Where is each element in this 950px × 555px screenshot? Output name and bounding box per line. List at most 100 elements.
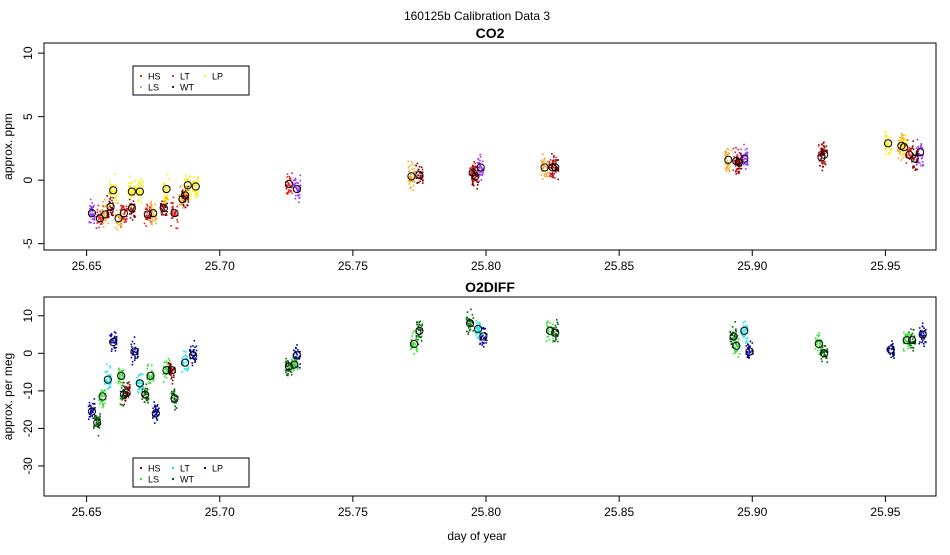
data-point-lp bbox=[129, 195, 132, 197]
data-point-wt bbox=[285, 371, 287, 374]
data-point-lp bbox=[115, 346, 117, 349]
data-point-ls bbox=[898, 143, 901, 145]
data-point-lt bbox=[184, 367, 187, 370]
data-point-hs bbox=[172, 196, 175, 199]
data-point-ls bbox=[117, 216, 120, 219]
data-point-wt bbox=[165, 214, 168, 216]
data-point-lp bbox=[195, 188, 198, 191]
data-point-wt bbox=[124, 387, 126, 389]
data-point-wt bbox=[912, 165, 915, 168]
data-point-ls bbox=[165, 367, 168, 370]
data-point-lt bbox=[106, 380, 109, 383]
data-point-hs bbox=[288, 175, 291, 178]
data-point-ls bbox=[411, 180, 414, 182]
data-point-ls bbox=[121, 382, 124, 384]
data-point-hs bbox=[123, 403, 126, 406]
data-point-wt bbox=[477, 170, 479, 172]
data-point-lt bbox=[742, 321, 745, 324]
data-point-lp bbox=[751, 350, 753, 353]
data-point-hs bbox=[146, 208, 149, 211]
x-tick-label: 25.65 bbox=[72, 505, 102, 519]
data-point-wt bbox=[290, 371, 293, 373]
data-point-lt bbox=[103, 383, 106, 385]
data-point-wt bbox=[469, 319, 472, 322]
data-point-wt bbox=[418, 335, 421, 338]
data-point-lp bbox=[155, 410, 157, 413]
data-point-ls bbox=[410, 348, 412, 350]
data-point-ls bbox=[900, 159, 903, 161]
data-point-wt bbox=[467, 333, 469, 335]
data-point-lt bbox=[89, 198, 92, 201]
data-point-ls bbox=[898, 153, 901, 155]
data-point-lt bbox=[107, 387, 110, 390]
data-point-ls bbox=[816, 339, 819, 341]
data-point-lp bbox=[155, 412, 158, 414]
y-tick-label: -30 bbox=[21, 457, 35, 475]
data-point-hs bbox=[97, 215, 99, 218]
data-point-lp bbox=[921, 322, 924, 324]
data-point-hs bbox=[170, 377, 173, 380]
data-point-lp bbox=[189, 183, 192, 185]
data-point-wt bbox=[820, 150, 822, 152]
data-point-wt bbox=[466, 330, 468, 333]
data-point-wt bbox=[735, 342, 737, 345]
data-point-hs bbox=[822, 142, 825, 145]
data-point-lp bbox=[164, 188, 166, 191]
data-point-wt bbox=[557, 178, 559, 181]
data-point-ls bbox=[120, 218, 122, 221]
data-point-hs bbox=[911, 147, 914, 149]
legend-swatch-hs bbox=[140, 75, 142, 77]
data-point-ls bbox=[548, 330, 550, 333]
data-point-wt bbox=[286, 365, 289, 368]
data-point-wt bbox=[133, 215, 135, 217]
data-point-lp bbox=[889, 144, 892, 147]
data-point-ls bbox=[540, 174, 543, 177]
data-point-lp bbox=[924, 334, 926, 337]
data-point-lp bbox=[114, 339, 117, 342]
data-point-lp bbox=[189, 180, 191, 182]
data-point-lt bbox=[744, 157, 747, 160]
data-point-ls bbox=[730, 149, 733, 152]
data-point-hs bbox=[120, 208, 123, 210]
data-point-wt bbox=[731, 334, 734, 337]
data-point-lp bbox=[184, 192, 187, 195]
data-point-hs bbox=[96, 222, 99, 224]
data-point-ls bbox=[150, 205, 152, 208]
data-point-lt bbox=[294, 197, 297, 200]
data-point-hs bbox=[469, 167, 471, 169]
data-point-ls bbox=[412, 179, 415, 181]
data-point-wt bbox=[734, 321, 736, 323]
data-point-wt bbox=[734, 329, 737, 332]
data-point-wt bbox=[556, 167, 559, 170]
data-point-lt bbox=[740, 163, 743, 165]
data-point-hs bbox=[552, 166, 555, 169]
data-point-hs bbox=[906, 154, 908, 157]
data-point-lt bbox=[89, 213, 92, 215]
data-point-wt bbox=[557, 340, 559, 343]
data-point-ls bbox=[727, 153, 729, 156]
data-point-ls bbox=[101, 209, 103, 211]
data-point-lp bbox=[115, 193, 118, 195]
data-point-lt bbox=[109, 386, 111, 389]
plot-frame bbox=[43, 42, 937, 251]
data-point-ls bbox=[548, 339, 550, 341]
data-point-wt bbox=[738, 170, 740, 173]
data-point-wt bbox=[121, 399, 123, 401]
data-point-lp bbox=[185, 174, 187, 177]
data-point-wt bbox=[471, 314, 474, 316]
data-point-lp bbox=[115, 332, 117, 334]
data-point-lp bbox=[193, 348, 195, 351]
mean-marker-lp bbox=[479, 332, 488, 341]
data-point-lt bbox=[90, 214, 93, 216]
data-point-wt bbox=[119, 397, 122, 400]
mean-marker-lp bbox=[183, 181, 192, 190]
data-point-lt bbox=[918, 153, 921, 155]
data-point-wt bbox=[820, 358, 823, 360]
data-point-wt bbox=[912, 349, 915, 352]
data-point-lt bbox=[478, 326, 481, 328]
data-point-hs bbox=[286, 176, 289, 178]
data-point-wt bbox=[912, 167, 914, 169]
data-point-lp bbox=[90, 409, 93, 412]
data-point-ls bbox=[178, 193, 181, 196]
data-point-ls bbox=[99, 402, 101, 405]
